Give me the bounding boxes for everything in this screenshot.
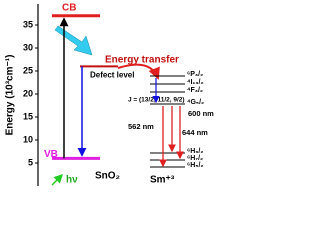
emission-label: 644 nm — [182, 128, 208, 137]
tick-label: 20 — [23, 88, 33, 98]
tick-label: 30 — [23, 42, 33, 52]
ion-label: Sm⁺³ — [150, 175, 175, 186]
sm-level-label: ⁶P₃/₂ — [187, 71, 203, 78]
sm-level-label: ⁴F₃/₂ — [187, 87, 203, 94]
tick-label: 15 — [23, 111, 33, 121]
transfer-label: Energy transfer — [105, 55, 179, 66]
vb-label: VB — [44, 149, 58, 160]
tick-label: 10 — [23, 134, 33, 144]
defect-label: Defect level — [90, 71, 134, 80]
cb-label: CB — [62, 2, 76, 13]
emission-label: 600 nm — [188, 109, 214, 118]
excitation-arrow — [51, 173, 64, 186]
sm-level-label: ⁶H₉/₂ — [187, 148, 204, 155]
energy-diagram: Energy (10³cm⁻¹) Energy transfer hν SnO₂… — [5, 2, 214, 186]
sm-level-label: ⁶H₇/₂ — [187, 155, 203, 162]
tick-label: 25 — [23, 65, 33, 75]
tick-label: 5 — [28, 157, 33, 167]
sm-level-label: ⁴G₅/₂ — [187, 99, 204, 106]
excitation-label: hν — [66, 175, 78, 186]
axis-label: Energy (10³cm⁻¹) — [5, 55, 16, 136]
emission-label: 562 nm — [128, 122, 154, 131]
host-label: SnO₂ — [95, 171, 120, 182]
transfer-arrow — [54, 25, 93, 56]
sm-level-label: ⁶H₅/₂ — [187, 162, 204, 169]
tick-label: 35 — [23, 19, 33, 29]
sm-level-label: ⁴I₁₃/₂ — [187, 79, 204, 86]
curved-arrow — [117, 63, 160, 80]
